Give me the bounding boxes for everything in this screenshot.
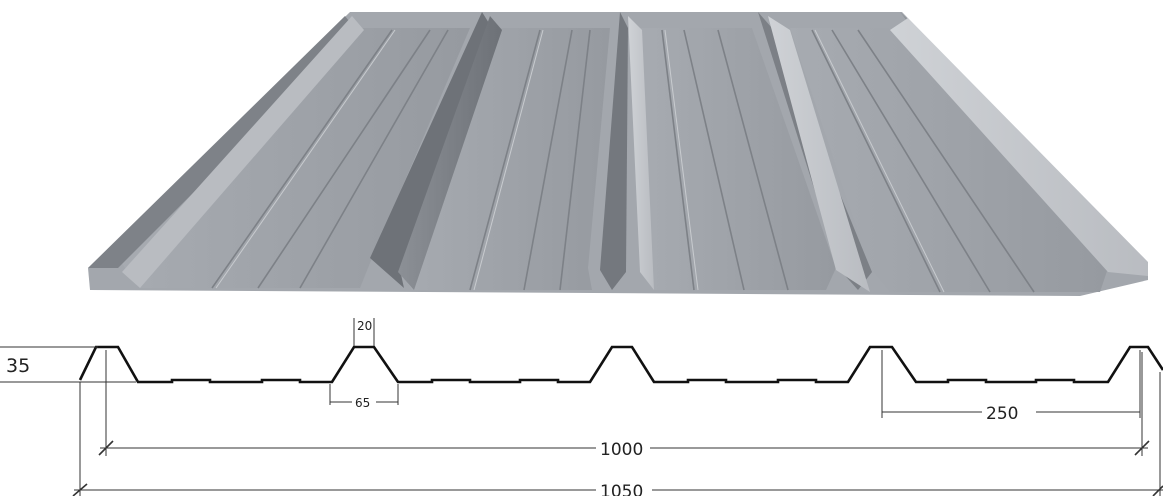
stiffener-lines bbox=[211, 29, 1035, 293]
dim-pitch-label: 250 bbox=[986, 404, 1018, 424]
stiffener-highlights bbox=[215, 29, 945, 293]
sheet-3d-render bbox=[88, 12, 1148, 296]
dim-height-label: 35 bbox=[6, 355, 30, 377]
rib-right-slope-2 bbox=[398, 16, 502, 290]
rib-left-slope-1 bbox=[88, 16, 356, 268]
dim-crest-base-label: 65 bbox=[355, 396, 370, 410]
rib-left-slope-3 bbox=[600, 12, 628, 290]
dim-overall-width-label: 1050 bbox=[600, 482, 643, 496]
profile-section bbox=[78, 345, 1163, 384]
valley-panel-3 bbox=[638, 28, 836, 290]
dim-crest-width-label: 20 bbox=[357, 319, 372, 333]
rib-right-slope-1 bbox=[122, 16, 364, 288]
rib-right-slope-4 bbox=[768, 16, 870, 292]
rib-right-slope-3 bbox=[628, 16, 654, 290]
profile-outline bbox=[78, 345, 1163, 384]
valley-panel-2 bbox=[398, 28, 610, 290]
valley-panel-4 bbox=[790, 28, 1108, 292]
rib-left-slope-2 bbox=[370, 12, 492, 288]
valley-panel-1 bbox=[118, 28, 470, 288]
rib-right-slope-5 bbox=[890, 18, 1148, 276]
dimension-annotations bbox=[0, 318, 1163, 496]
dim-cover-width-label: 1000 bbox=[600, 440, 643, 460]
